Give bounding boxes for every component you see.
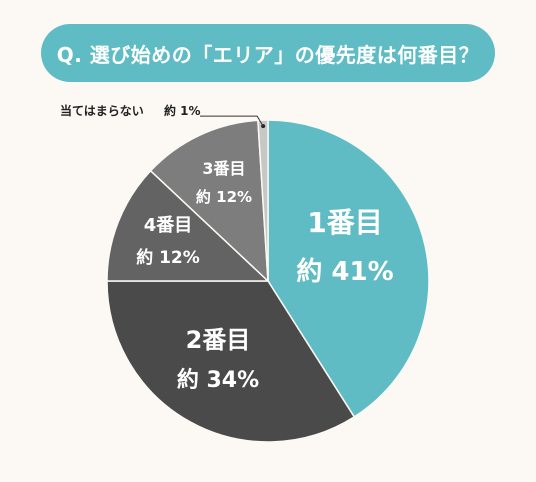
slice-label-2: 2番目 (186, 326, 251, 354)
slice-value-1: 約 41% (296, 256, 393, 287)
slice-value-5: 約 1% (164, 103, 201, 118)
pie-slice-4 (149, 119, 269, 283)
slice-label-5: 当てはまらない (60, 103, 144, 118)
slice-value-4: 約 12% (196, 188, 252, 206)
chart-title: Q. 選び始めの「エリア」の優先度は何番目？ (41, 24, 495, 82)
slice-label-3: 4番目 (144, 215, 193, 236)
pie-slice-5 (257, 119, 269, 282)
slice-value-2: 約 34% (177, 367, 259, 393)
pie-slice-2 (106, 280, 356, 443)
slice-value-3: 約 12% (136, 247, 200, 268)
slice-label-4: 3番目 (202, 159, 245, 178)
leader-line (200, 115, 264, 127)
slice-label-1: 1番目 (307, 206, 382, 239)
pie-slice-3 (106, 169, 270, 282)
pie-slice-1 (267, 119, 430, 418)
